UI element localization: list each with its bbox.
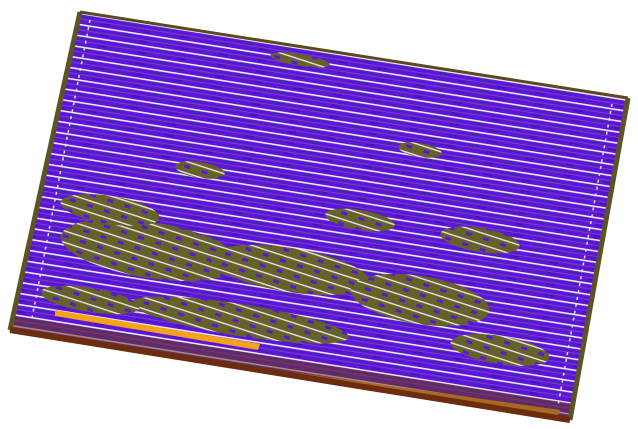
dark-edge: [10, 316, 575, 420]
olive-patches: [40, 52, 550, 366]
field-border: [7, 10, 631, 423]
